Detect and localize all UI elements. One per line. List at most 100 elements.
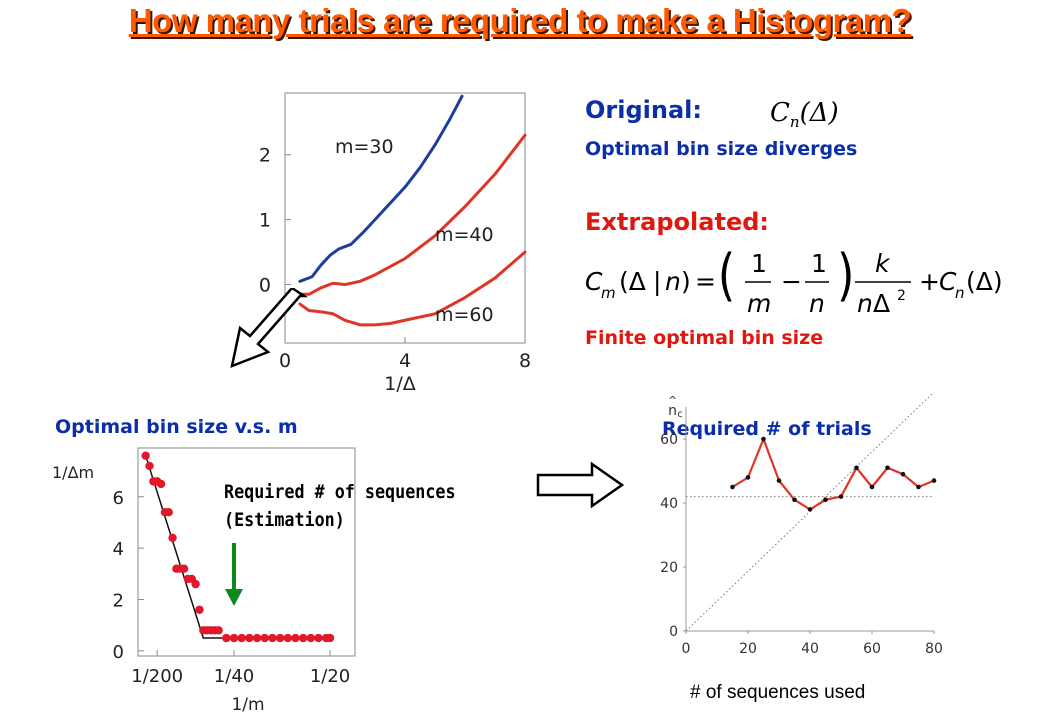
chart2-x-axis-label: 1/m xyxy=(231,695,264,715)
svg-text:(Δ): (Δ) xyxy=(966,267,1003,296)
chart3-x-tick-label: 40 xyxy=(801,641,819,657)
chart3-data-point xyxy=(761,436,766,442)
bin-size-heading: Optimal bin size v.s. m xyxy=(55,416,298,438)
chart3-data-point xyxy=(869,484,875,490)
svg-text:=: = xyxy=(695,267,716,296)
chart2-data-point xyxy=(222,633,231,643)
chart2-y-tick-label: 6 xyxy=(113,488,124,509)
chart2-data-point xyxy=(260,633,269,643)
chart2-data-point xyxy=(237,633,246,643)
chart3-y-tick-label: 20 xyxy=(660,560,678,576)
chart1-series-label-m30: m=30 xyxy=(335,136,394,158)
svg-text:1: 1 xyxy=(811,249,827,278)
svg-text:1: 1 xyxy=(751,249,767,278)
chart3-x-tick-label: 0 xyxy=(682,641,691,657)
extrapolated-formula: C m (Δ | n ) = ( 1 m − 1 n ) k n Δ 2 + C… xyxy=(585,242,1003,318)
chart3-data-point xyxy=(900,471,906,477)
chart2-y-axis-label: 1/Δm xyxy=(52,463,94,482)
svg-text:): ) xyxy=(681,267,691,296)
chart3-data-point xyxy=(792,497,797,503)
chart3-y-axis-label: n^c xyxy=(668,394,683,420)
chart2-plot-frame xyxy=(137,447,356,657)
chart2-data-point xyxy=(229,633,239,643)
trials-footer: # of sequences used xyxy=(690,682,866,703)
svg-text:n: n xyxy=(665,267,681,296)
chart1-series-line-m60 xyxy=(298,250,527,327)
chart2-data-point xyxy=(168,533,177,543)
svg-text:(: ( xyxy=(718,242,735,307)
chart1-x-tick-label: 8 xyxy=(519,350,531,372)
chart2-x-tick-label: 1/200 xyxy=(131,666,183,687)
chart3-x-tick-label: 20 xyxy=(739,641,757,657)
chart3-y-tick-label: 40 xyxy=(660,496,678,512)
chart3-data-point xyxy=(807,507,813,512)
svg-text:n: n xyxy=(857,289,873,318)
chart3-data-point xyxy=(916,484,921,490)
original-note: Optimal bin size diverges xyxy=(585,138,858,160)
svg-text:2: 2 xyxy=(897,288,906,304)
chart2-data-point xyxy=(145,461,154,471)
chart2-y-tick-label: 0 xyxy=(113,642,124,663)
chart3-data-point xyxy=(823,497,828,503)
svg-text:+: + xyxy=(919,267,940,296)
svg-text:): ) xyxy=(837,242,854,307)
trials-chart: n^c 0 20 40 60 0 20 40 60 80 xyxy=(660,391,943,657)
hollow-arrow-down-left-icon xyxy=(230,288,309,369)
chart2-data-point xyxy=(141,451,150,460)
cost-function-chart: 0 1 2 0 4 8 m=30 m=40 m=60 1/Δ xyxy=(259,92,531,395)
chart2-data-point xyxy=(164,507,173,517)
chart2-data-point xyxy=(283,633,292,643)
original-formula: Cn(Δ) xyxy=(770,98,839,132)
chart2-y-tick-label: 4 xyxy=(113,539,124,560)
chart3-data-point xyxy=(838,494,844,499)
chart1-y-tick-label: 2 xyxy=(259,145,271,167)
chart3-y-tick-label: 0 xyxy=(669,624,678,640)
bin-size-chart: 1/Δm 0 2 4 6 1/200 1/40 1/20 1/m xyxy=(52,447,356,715)
chart1-series-label-m40: m=40 xyxy=(435,224,494,246)
extrapolated-note: Finite optimal bin size xyxy=(585,327,824,349)
chart1-series-line-m40 xyxy=(298,133,527,296)
sequences-annotation: Required # of sequences (Estimation) xyxy=(224,478,456,534)
chart1-x-tick-label: 4 xyxy=(399,350,411,372)
chart2-data-point xyxy=(252,633,262,643)
chart2-data-point xyxy=(306,633,316,643)
chart2-data-point xyxy=(245,633,254,643)
hollow-arrow-right-icon xyxy=(536,462,625,508)
chart2-x-tick-label: 1/20 xyxy=(310,666,350,687)
chart3-data-point xyxy=(854,465,859,471)
chart2-data-point xyxy=(298,633,308,643)
original-label: Original: xyxy=(585,96,702,124)
chart2-data-point xyxy=(291,633,300,643)
chart1-series-label-m60: m=60 xyxy=(435,304,494,326)
chart1-y-tick-label: 1 xyxy=(259,210,271,232)
chart2-data-point xyxy=(314,633,323,643)
chart3-x-tick-label: 60 xyxy=(863,641,881,657)
svg-text:(Δ: (Δ xyxy=(619,267,646,296)
chart3-series-line xyxy=(731,437,935,511)
sequences-annotation-line2: (Estimation) xyxy=(224,509,345,531)
svg-text:C: C xyxy=(585,267,603,296)
chart1-x-tick-label: 0 xyxy=(279,350,291,372)
svg-text:Δ: Δ xyxy=(873,289,890,318)
chart2-data-point xyxy=(156,479,166,489)
chart2-data-point xyxy=(179,564,189,573)
chart2-data-point xyxy=(275,633,285,643)
svg-text:|: | xyxy=(653,267,661,296)
chart2-data-point xyxy=(191,579,200,589)
chart2-data-point xyxy=(195,605,204,614)
trials-heading: Required # of trials xyxy=(662,418,872,440)
chart3-data-point xyxy=(776,478,782,483)
chart2-data-point xyxy=(268,633,277,643)
chart2-x-tick-label: 1/40 xyxy=(214,666,254,687)
sequences-annotation-line1: Required # of sequences xyxy=(224,481,456,503)
chart3-data-point xyxy=(745,475,751,480)
chart1-series-line-m30 xyxy=(298,94,464,283)
extrapolated-label: Extrapolated: xyxy=(585,208,769,236)
svg-text:n: n xyxy=(809,289,825,318)
chart3-x-tick-label: 80 xyxy=(925,641,943,657)
chart1-plot-frame xyxy=(284,92,526,344)
green-arrow-down-icon xyxy=(225,543,243,606)
chart2-data-point xyxy=(325,633,335,643)
chart1-x-axis-label: 1/Δ xyxy=(384,373,416,395)
chart3-data-point xyxy=(931,478,937,483)
